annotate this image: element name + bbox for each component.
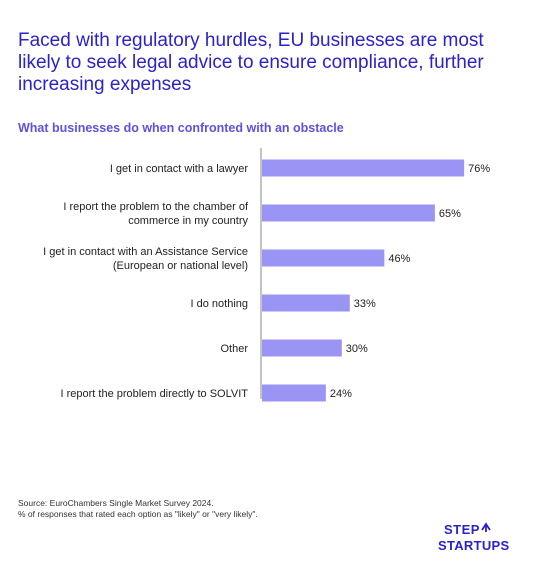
chart-subtitle: What businesses do when confronted with … [18, 121, 344, 135]
source-line: Source: EuroChambers Single Market Surve… [18, 498, 214, 508]
category-label: I get in contact with an Assistance Serv… [43, 246, 248, 272]
category-label: I report the problem directly to SOLVIT [61, 388, 249, 400]
bar [262, 249, 385, 267]
value-label: 76% [468, 163, 490, 175]
category-label: I report the problem to the chamber of co… [63, 201, 249, 227]
bar [262, 204, 435, 222]
category-label: I do nothing [191, 298, 249, 310]
value-label: 30% [346, 343, 368, 355]
value-label: 33% [354, 298, 376, 310]
category-label: Other [220, 343, 248, 355]
step-startups-logo: STEP STARTUPS [438, 522, 510, 553]
methodology-line: % of responses that rated each option as… [18, 509, 258, 519]
logo-text-step: STEP [444, 522, 480, 537]
category-label: I get in contact with a lawyer [110, 163, 249, 175]
logo-arrow-icon [481, 522, 491, 532]
value-label: 46% [388, 253, 410, 265]
value-label: 65% [439, 208, 461, 220]
bar [262, 159, 465, 177]
bar-chart: 76% I get in contact with a lawyer 65% I re… [43, 148, 490, 402]
logo-text-startups: STARTUPS [438, 538, 510, 553]
value-label: 24% [330, 388, 352, 400]
source-note: Source: EuroChambers Single Market Surve… [18, 498, 258, 520]
bar [262, 384, 326, 402]
bar [262, 294, 350, 312]
chart-title: Faced with regulatory hurdles, EU busine… [18, 30, 484, 95]
bar [262, 339, 342, 357]
